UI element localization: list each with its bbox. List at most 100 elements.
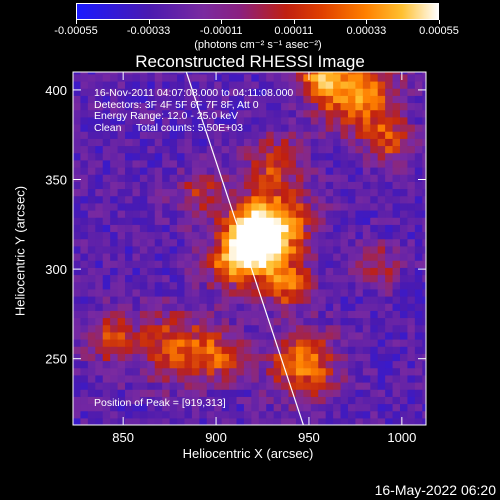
heatmap-cell bbox=[110, 195, 119, 204]
heatmap-cell bbox=[325, 217, 334, 225]
heatmap-cell bbox=[87, 159, 96, 168]
heatmap-cell bbox=[110, 417, 119, 425]
colorbar-tick-label: -0.00011 bbox=[199, 25, 243, 37]
heatmap-cell bbox=[177, 324, 186, 333]
heatmap-cell bbox=[377, 202, 386, 211]
heatmap-cell bbox=[333, 403, 342, 412]
heatmap-cell bbox=[125, 217, 134, 225]
heatmap-cell bbox=[199, 145, 208, 154]
heatmap-cell bbox=[132, 417, 141, 425]
heatmap-cell bbox=[362, 252, 371, 261]
heatmap-cell bbox=[95, 389, 104, 397]
heatmap-cell bbox=[422, 252, 426, 261]
heatmap-cell bbox=[206, 166, 215, 175]
heatmap-cell bbox=[340, 403, 349, 412]
heatmap-cell bbox=[377, 188, 386, 197]
heatmap-cell bbox=[95, 202, 104, 211]
heatmap-cell bbox=[139, 217, 148, 225]
heatmap-cell bbox=[370, 331, 379, 340]
heatmap-cell bbox=[333, 410, 342, 419]
heatmap-cell bbox=[281, 72, 290, 75]
heatmap-cell bbox=[110, 374, 119, 383]
heatmap-cell bbox=[117, 181, 126, 190]
heatmap-cell bbox=[147, 238, 156, 247]
heatmap-cell bbox=[258, 159, 267, 168]
heatmap-cell bbox=[177, 288, 186, 297]
heatmap-cell bbox=[362, 95, 371, 104]
heatmap-cell bbox=[191, 131, 200, 139]
heatmap-cell bbox=[281, 353, 290, 362]
heatmap-cell bbox=[236, 396, 245, 405]
heatmap-cell bbox=[184, 123, 193, 132]
heatmap-cell bbox=[221, 195, 230, 204]
heatmap-cell bbox=[95, 288, 104, 297]
heatmap-cell bbox=[206, 281, 215, 290]
heatmap-cell bbox=[273, 353, 282, 362]
heatmap-cell bbox=[73, 202, 82, 211]
heatmap-cell bbox=[414, 217, 423, 225]
heatmap-cell bbox=[273, 231, 282, 240]
heatmap-cell bbox=[266, 367, 275, 376]
heatmap-cell bbox=[407, 338, 416, 347]
heatmap-cell bbox=[73, 88, 82, 96]
heatmap-cell bbox=[87, 324, 96, 333]
heatmap-cell bbox=[370, 367, 379, 376]
heatmap-cell bbox=[407, 317, 416, 326]
heatmap-cell bbox=[399, 166, 409, 175]
heatmap-cell bbox=[266, 123, 275, 132]
heatmap-cell bbox=[154, 195, 163, 204]
heatmap-cell bbox=[87, 195, 96, 204]
heatmap-cell bbox=[273, 138, 282, 147]
heatmap-cell bbox=[288, 417, 297, 425]
heatmap-cell bbox=[281, 403, 290, 412]
heatmap-cell bbox=[295, 303, 304, 311]
heatmap-cell bbox=[392, 403, 401, 412]
heatmap-cell bbox=[199, 202, 208, 211]
heatmap-cell bbox=[385, 123, 394, 132]
heatmap-cell bbox=[191, 260, 200, 268]
heatmap-cell bbox=[377, 166, 386, 175]
heatmap-cell bbox=[214, 145, 223, 154]
heatmap-cell bbox=[303, 131, 312, 139]
heatmap-cell bbox=[95, 260, 104, 268]
heatmap-cell bbox=[340, 417, 349, 425]
heatmap-cell bbox=[110, 224, 119, 233]
heatmap-cell bbox=[147, 181, 156, 190]
heatmap-cell bbox=[392, 381, 401, 390]
heatmap-cell bbox=[147, 123, 156, 132]
heatmap-cell bbox=[303, 209, 312, 218]
heatmap-cell bbox=[414, 202, 423, 211]
heatmap-cell bbox=[117, 288, 126, 297]
heatmap-cell bbox=[318, 231, 327, 240]
heatmap-cell bbox=[125, 145, 134, 154]
heatmap-cell bbox=[162, 374, 171, 383]
heatmap-cell bbox=[147, 174, 156, 182]
heatmap-cell bbox=[236, 374, 245, 383]
heatmap-cell bbox=[318, 252, 327, 261]
heatmap-cell bbox=[147, 331, 156, 340]
heatmap-cell bbox=[325, 181, 334, 190]
heatmap-cell bbox=[266, 95, 275, 104]
heatmap-cell bbox=[370, 145, 379, 154]
heatmap-cell bbox=[206, 102, 215, 111]
heatmap-cell bbox=[392, 88, 401, 96]
heatmap-cell bbox=[221, 331, 230, 340]
heatmap-cell bbox=[273, 95, 282, 104]
heatmap-cell bbox=[258, 238, 267, 247]
heatmap-cell bbox=[177, 95, 186, 104]
heatmap-cell bbox=[125, 360, 134, 369]
heatmap-cell bbox=[87, 181, 96, 190]
heatmap-cell bbox=[229, 353, 238, 362]
heatmap-cell bbox=[273, 288, 282, 297]
heatmap-cell bbox=[318, 224, 327, 233]
heatmap-cell bbox=[399, 238, 409, 247]
heatmap-cell bbox=[199, 338, 208, 347]
heatmap-cell bbox=[355, 274, 364, 283]
heatmap-cell bbox=[214, 80, 223, 89]
heatmap-cell bbox=[399, 274, 409, 283]
heatmap-cell bbox=[318, 245, 327, 254]
heatmap-cell bbox=[214, 217, 223, 225]
heatmap-cell bbox=[273, 174, 282, 182]
heatmap-cell bbox=[355, 417, 364, 425]
heatmap-cell bbox=[288, 217, 297, 225]
